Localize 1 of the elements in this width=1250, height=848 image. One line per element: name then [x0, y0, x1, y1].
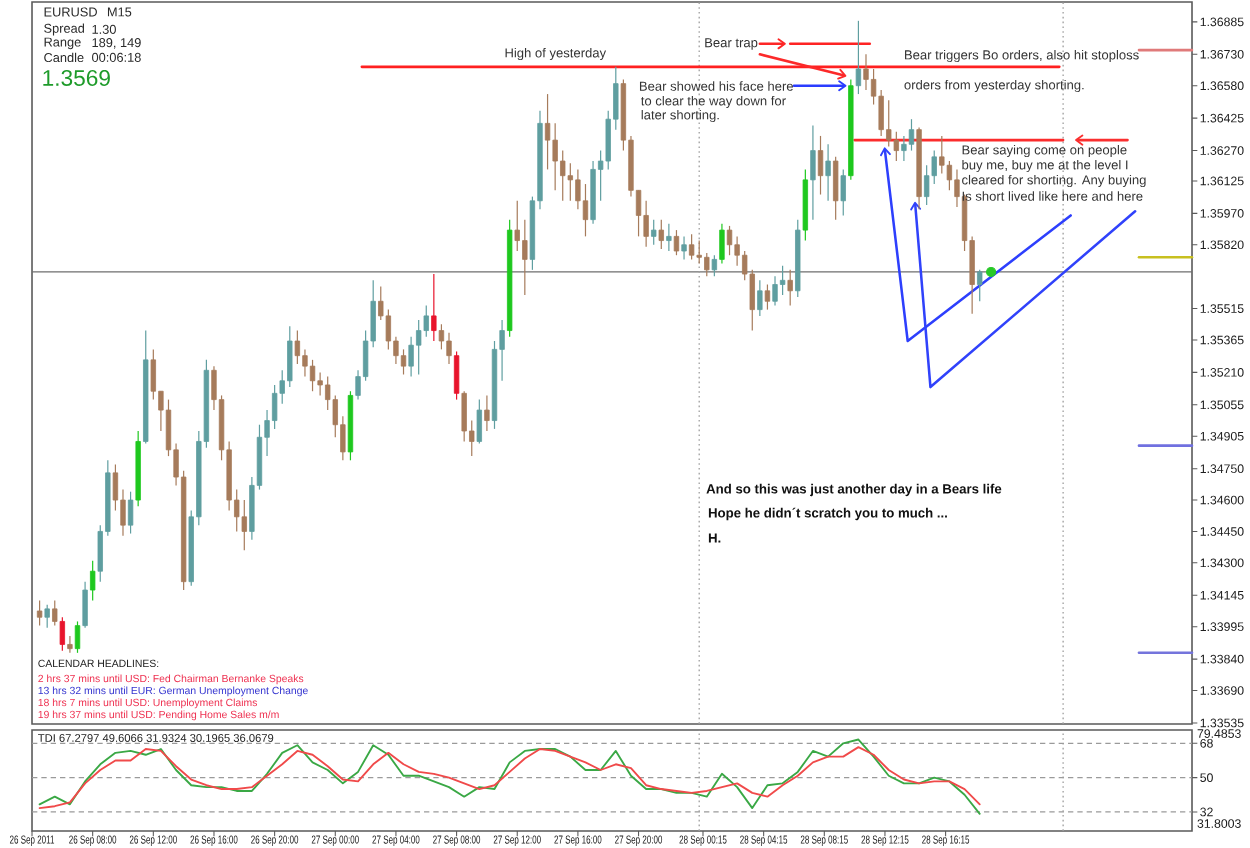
annotation: 1.3569: [43, 69, 110, 86]
